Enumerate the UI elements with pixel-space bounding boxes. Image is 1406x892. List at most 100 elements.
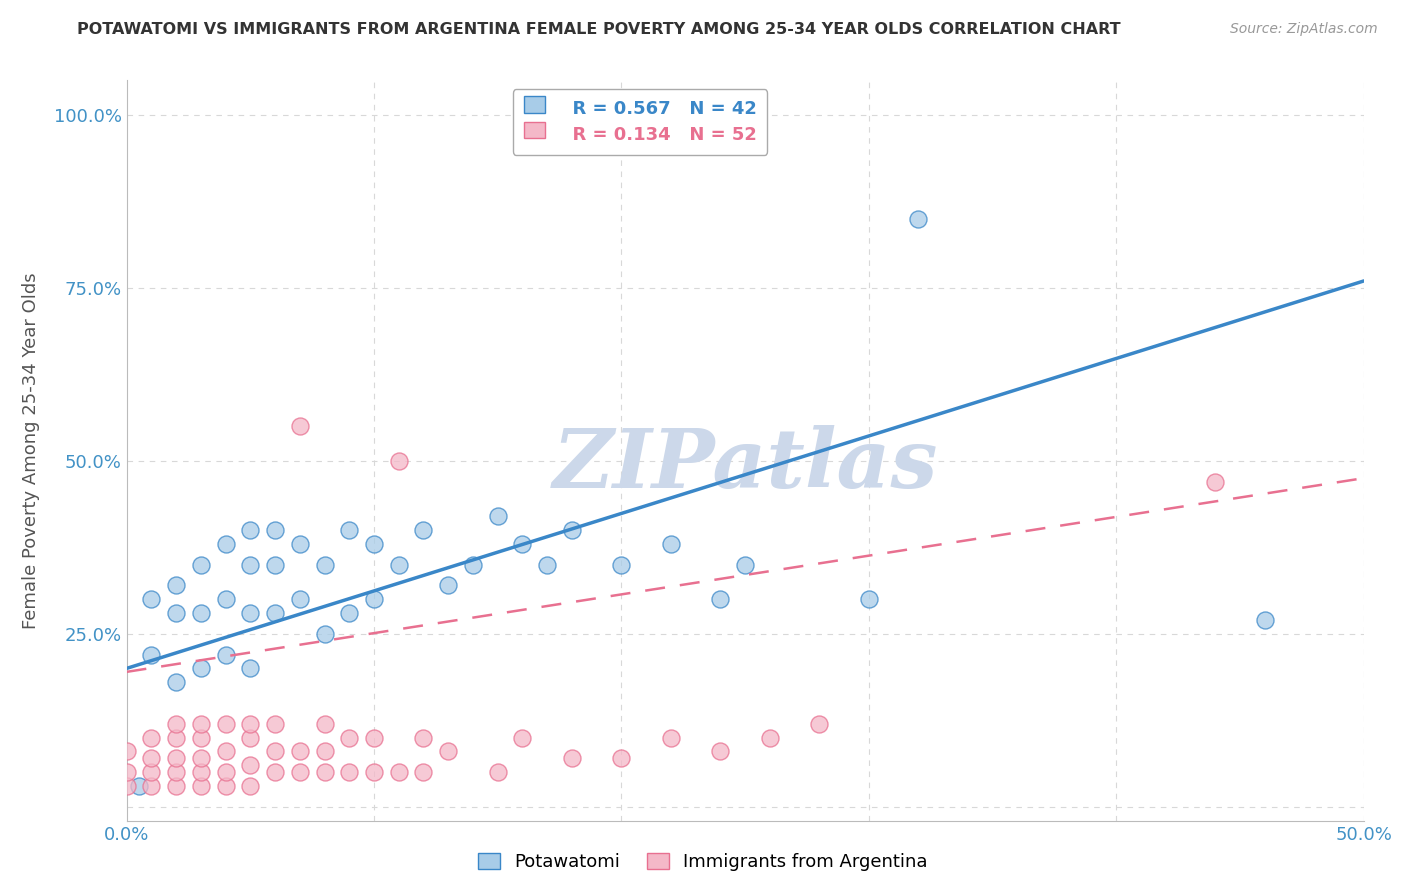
Point — [239, 606, 262, 620]
Point — [337, 606, 360, 620]
Point — [610, 558, 633, 572]
Point — [239, 661, 262, 675]
Point — [190, 661, 212, 675]
Point — [659, 731, 682, 745]
Point — [190, 779, 212, 793]
Point — [561, 751, 583, 765]
Point — [264, 606, 287, 620]
Point — [314, 627, 336, 641]
Legend: Potawatomi, Immigrants from Argentina: Potawatomi, Immigrants from Argentina — [471, 846, 935, 879]
Point — [337, 523, 360, 537]
Point — [363, 537, 385, 551]
Point — [214, 537, 236, 551]
Y-axis label: Female Poverty Among 25-34 Year Olds: Female Poverty Among 25-34 Year Olds — [21, 272, 39, 629]
Point — [214, 765, 236, 780]
Point — [165, 751, 187, 765]
Point — [363, 592, 385, 607]
Point — [437, 744, 460, 758]
Point — [388, 765, 411, 780]
Point — [115, 765, 138, 780]
Point — [165, 731, 187, 745]
Legend:   R = 0.567   N = 42,   R = 0.134   N = 52: R = 0.567 N = 42, R = 0.134 N = 52 — [513, 89, 768, 154]
Point — [214, 779, 236, 793]
Point — [264, 765, 287, 780]
Point — [264, 523, 287, 537]
Point — [858, 592, 880, 607]
Point — [165, 606, 187, 620]
Point — [165, 765, 187, 780]
Point — [561, 523, 583, 537]
Point — [165, 779, 187, 793]
Point — [115, 779, 138, 793]
Point — [239, 731, 262, 745]
Point — [388, 454, 411, 468]
Point — [165, 716, 187, 731]
Point — [288, 744, 311, 758]
Point — [759, 731, 782, 745]
Point — [239, 779, 262, 793]
Point — [486, 509, 509, 524]
Point — [709, 592, 731, 607]
Point — [141, 648, 163, 662]
Point — [141, 592, 163, 607]
Point — [165, 675, 187, 690]
Point — [734, 558, 756, 572]
Point — [288, 537, 311, 551]
Point — [214, 592, 236, 607]
Point — [288, 765, 311, 780]
Point — [190, 606, 212, 620]
Point — [1204, 475, 1226, 489]
Point — [141, 779, 163, 793]
Point — [314, 558, 336, 572]
Point — [412, 731, 434, 745]
Point — [239, 716, 262, 731]
Point — [610, 751, 633, 765]
Point — [412, 523, 434, 537]
Point — [264, 716, 287, 731]
Point — [1254, 613, 1277, 627]
Point — [190, 751, 212, 765]
Point — [239, 558, 262, 572]
Point — [512, 537, 534, 551]
Point — [264, 558, 287, 572]
Point — [115, 744, 138, 758]
Point — [437, 578, 460, 592]
Point — [486, 765, 509, 780]
Point — [141, 751, 163, 765]
Point — [264, 744, 287, 758]
Point — [165, 578, 187, 592]
Point — [512, 731, 534, 745]
Point — [337, 731, 360, 745]
Point — [314, 744, 336, 758]
Text: ZIPatlas: ZIPatlas — [553, 425, 938, 505]
Point — [288, 419, 311, 434]
Point — [363, 765, 385, 780]
Point — [461, 558, 484, 572]
Point — [412, 765, 434, 780]
Point — [288, 592, 311, 607]
Point — [141, 731, 163, 745]
Point — [190, 731, 212, 745]
Point — [214, 744, 236, 758]
Point — [907, 211, 929, 226]
Point — [709, 744, 731, 758]
Point — [239, 523, 262, 537]
Point — [659, 537, 682, 551]
Text: POTAWATOMI VS IMMIGRANTS FROM ARGENTINA FEMALE POVERTY AMONG 25-34 YEAR OLDS COR: POTAWATOMI VS IMMIGRANTS FROM ARGENTINA … — [77, 22, 1121, 37]
Point — [190, 716, 212, 731]
Point — [314, 716, 336, 731]
Point — [141, 765, 163, 780]
Point — [239, 758, 262, 772]
Point — [536, 558, 558, 572]
Text: Source: ZipAtlas.com: Source: ZipAtlas.com — [1230, 22, 1378, 37]
Point — [388, 558, 411, 572]
Point — [337, 765, 360, 780]
Point — [128, 779, 150, 793]
Point — [190, 765, 212, 780]
Point — [190, 558, 212, 572]
Point — [363, 731, 385, 745]
Point — [808, 716, 831, 731]
Point — [314, 765, 336, 780]
Point — [214, 716, 236, 731]
Point — [214, 648, 236, 662]
